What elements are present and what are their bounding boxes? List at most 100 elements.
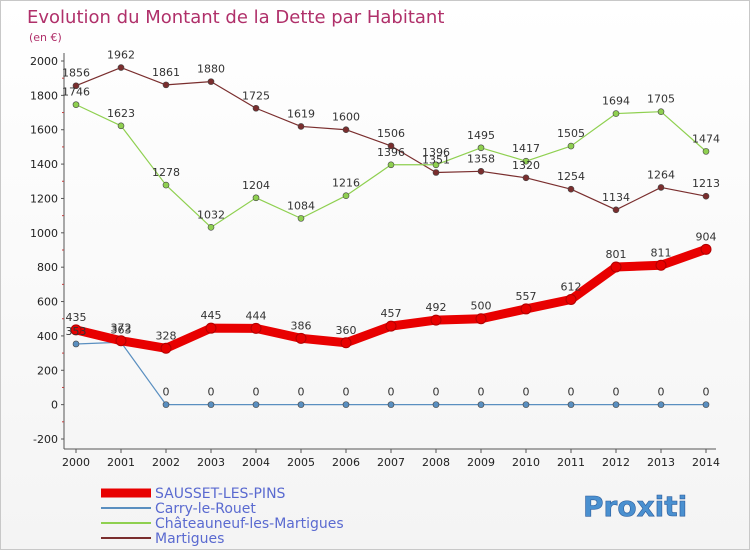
data-label: 1396: [422, 146, 450, 159]
data-label: 1254: [557, 170, 585, 183]
x-tick-label: 2001: [107, 456, 135, 469]
data-point: [567, 401, 575, 408]
data-label: 1505: [557, 127, 585, 140]
x-tick-label: 2014: [692, 456, 720, 469]
data-point: [655, 259, 667, 271]
data-point: [567, 185, 575, 193]
data-point: [340, 337, 352, 349]
data-point: [522, 157, 530, 165]
y-tick-label: -200: [33, 433, 58, 446]
data-point: [612, 401, 620, 408]
data-point: [297, 215, 305, 222]
data-point: [250, 322, 262, 334]
data-point: [207, 401, 215, 408]
data-point: [385, 320, 397, 332]
data-point: [160, 342, 172, 354]
data-label: 353: [66, 325, 87, 338]
y-tick-label: 0: [51, 399, 58, 412]
data-point: [252, 401, 260, 408]
y-tick-label: 800: [37, 261, 58, 274]
data-label: 0: [298, 386, 305, 399]
data-label: 0: [163, 386, 170, 399]
x-tick-label: 2013: [647, 456, 675, 469]
data-label: 801: [606, 248, 627, 261]
data-label: 360: [336, 324, 357, 337]
data-label: 1880: [197, 63, 225, 76]
data-label: 492: [426, 301, 447, 314]
data-label: 1278: [152, 166, 180, 179]
data-point: [657, 108, 665, 115]
data-label: 1134: [602, 191, 630, 204]
data-label: 1600: [332, 111, 360, 124]
x-tick-label: 2008: [422, 456, 450, 469]
data-label: 445: [201, 309, 222, 322]
data-label: 1216: [332, 177, 360, 190]
data-point: [162, 181, 170, 189]
data-point: [162, 401, 170, 408]
data-label: 1623: [107, 107, 135, 120]
data-point: [612, 110, 620, 117]
data-point: [475, 313, 487, 325]
data-label: 1705: [647, 93, 675, 106]
data-point: [387, 401, 395, 408]
data-point: [612, 206, 620, 214]
data-point: [162, 81, 170, 89]
x-tick-label: 2007: [377, 456, 405, 469]
data-point: [295, 332, 307, 344]
data-point: [520, 303, 532, 315]
data-point: [565, 293, 577, 305]
data-point: [432, 401, 440, 408]
data-label: 1213: [692, 177, 720, 190]
data-label: 1358: [467, 152, 495, 165]
x-tick-label: 2011: [557, 456, 585, 469]
chart-title: Evolution du Montant de la Dette par Hab…: [27, 7, 444, 28]
proxiti-logo: Proxiti: [583, 490, 688, 524]
data-label: 1619: [287, 107, 315, 120]
data-point: [207, 224, 215, 231]
data-label: 0: [703, 386, 710, 399]
data-point: [387, 142, 395, 150]
data-point: [477, 168, 485, 175]
x-tick-label: 2009: [467, 456, 495, 469]
data-label: 500: [471, 300, 492, 313]
data-label: 1351: [422, 154, 450, 167]
legend: SAUSSET-LES-PINSCarry-le-RouetChâteauneu…: [101, 486, 344, 547]
data-point: [297, 123, 305, 130]
legend-label: Carry-le-Rouet: [155, 501, 256, 517]
data-point: [297, 401, 305, 408]
data-point: [430, 314, 442, 326]
x-tick-label: 2006: [332, 456, 360, 469]
data-label: 1856: [62, 67, 90, 80]
data-label: 0: [433, 386, 440, 399]
data-point: [567, 142, 575, 150]
x-tick-label: 2003: [197, 456, 225, 469]
y-axis: -200 0 200 400 600 800 1000 1200 1400 1600 1800 200…: [30, 55, 64, 446]
y-tick-label: 400: [37, 330, 58, 343]
data-label: 1962: [107, 49, 135, 62]
x-tick-label: 2002: [152, 456, 180, 469]
data-point: [387, 161, 395, 169]
y-tick-label: 1800: [30, 89, 58, 102]
y-tick-label: 200: [37, 364, 58, 377]
data-label: 1032: [197, 208, 225, 221]
data-label: 0: [208, 386, 215, 399]
data-label: 0: [388, 386, 395, 399]
data-labels: 1856 1962 1861 1880 1725 1619 1600 1506 1351 1358…: [62, 49, 720, 399]
data-label: 1320: [512, 159, 540, 172]
data-label: 1495: [467, 129, 495, 142]
legend-label: Châteauneuf-les-Martigues: [155, 516, 344, 532]
data-point: [522, 401, 530, 408]
data-label: 0: [253, 386, 260, 399]
data-point: [72, 340, 80, 348]
data-label: 1204: [242, 179, 270, 192]
data-point: [70, 324, 82, 336]
data-label: 904: [696, 230, 717, 243]
data-label: 612: [561, 280, 582, 293]
data-point: [72, 82, 80, 90]
data-point: [252, 194, 260, 202]
x-axis: 2000 2001 2002 2003 2004 2005 2006 2007 2008 2009…: [62, 449, 720, 469]
data-label: 0: [343, 386, 350, 399]
y-tick-label: 1000: [30, 227, 58, 240]
